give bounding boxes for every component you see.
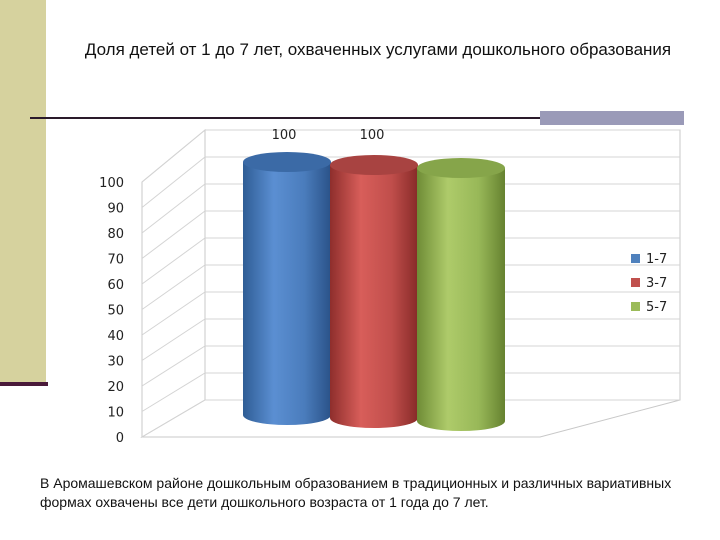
legend-label: 3-7 [646, 276, 667, 291]
gridlines [141, 129, 680, 438]
data-labels: 100 100 [272, 128, 385, 143]
y-tick-label: 10 [107, 406, 124, 421]
bar-body [330, 165, 418, 428]
y-tick-label: 70 [107, 253, 124, 268]
decorative-side-bar [0, 0, 46, 385]
legend-label: 1-7 [646, 252, 667, 267]
legend-item: 3-7 [631, 276, 667, 291]
bar-1-7 [243, 152, 331, 425]
y-tick-label: 60 [107, 278, 124, 293]
gridline [141, 291, 680, 336]
gridline [141, 399, 680, 438]
gridline [141, 372, 680, 412]
y-tick-label: 20 [107, 380, 124, 395]
y-tick-label: 100 [99, 176, 124, 191]
gridline [141, 264, 680, 310]
legend-swatch [631, 254, 640, 263]
y-tick-label: 0 [116, 431, 124, 446]
legend-label: 5-7 [646, 300, 667, 315]
legend: 1-7 3-7 5-7 [631, 252, 667, 315]
footer-text: В Аромашевском районе дошкольным образов… [40, 475, 672, 510]
bar-3-7 [330, 155, 418, 428]
gridline [141, 237, 680, 285]
y-tick-label: 80 [107, 227, 124, 242]
y-axis-ticks: 0 10 20 30 40 50 60 70 80 90 100 [99, 176, 124, 446]
data-label: 100 [360, 128, 385, 143]
title-divider [30, 117, 682, 119]
bars [243, 152, 505, 431]
legend-swatch [631, 302, 640, 311]
bar-top [330, 155, 418, 175]
gridline [141, 156, 680, 208]
gridline [141, 183, 680, 234]
y-tick-label: 50 [107, 304, 124, 319]
bar-5-7 [417, 158, 505, 431]
gridline [141, 129, 680, 183]
bar-body [243, 162, 331, 425]
y-tick-label: 90 [107, 202, 124, 217]
gridline [141, 345, 680, 387]
slide-title: Доля детей от 1 до 7 лет, охваченных усл… [84, 40, 672, 59]
y-tick-label: 30 [107, 355, 124, 370]
gridline [141, 210, 680, 259]
left-wall [141, 128, 206, 438]
bar-body [417, 168, 505, 431]
title-divider-accent [540, 111, 684, 125]
legend-swatch [631, 278, 640, 287]
legend-item: 5-7 [631, 300, 667, 315]
legend-item: 1-7 [631, 252, 667, 267]
gridline [141, 318, 680, 361]
data-label: 100 [272, 128, 297, 143]
decorative-side-line [0, 382, 48, 386]
y-tick-label: 40 [107, 329, 124, 344]
bar-top [417, 158, 505, 178]
bar-top [243, 152, 331, 172]
